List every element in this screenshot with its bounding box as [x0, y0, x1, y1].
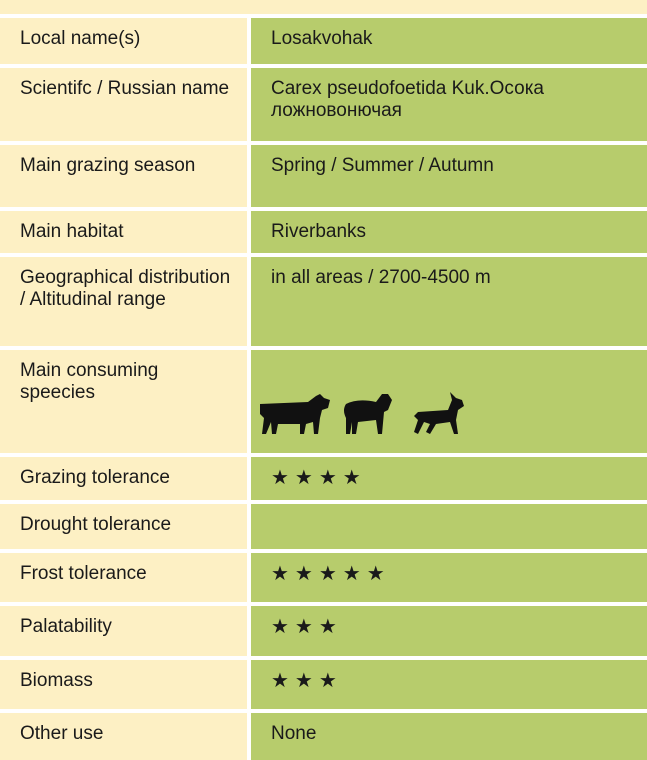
row-label: Frost tolerance: [0, 553, 247, 602]
row-label: Grazing tolerance: [0, 457, 247, 500]
sheep-icon: [344, 394, 392, 434]
row-value: ★★★: [251, 606, 647, 656]
cow-icon: [260, 394, 330, 434]
row-value: Riverbanks: [251, 211, 647, 253]
row-label: Drought tolerance: [0, 504, 247, 549]
row-label: Main habitat: [0, 211, 247, 253]
row-label: Main consuming speecies: [0, 350, 247, 453]
goat-icon: [414, 392, 464, 434]
row-label: Scientifc / Russian name: [0, 68, 247, 141]
row-value: [251, 504, 647, 549]
animal-icons: [260, 392, 464, 434]
row-value: in all areas / 2700-4500 m: [251, 257, 647, 346]
row-value: None: [251, 713, 647, 760]
row-value: ★★★★: [251, 457, 647, 500]
row-label: Local name(s): [0, 18, 247, 64]
row-value: ★★★★★: [251, 553, 647, 602]
row-label: Biomass: [0, 660, 247, 709]
row-label: Palatability: [0, 606, 247, 656]
row-value: Losakvohak: [251, 18, 647, 64]
top-band: [0, 0, 647, 14]
row-label: Other use: [0, 713, 247, 760]
row-label: Main grazing season: [0, 145, 247, 207]
row-label: Geographical distribution / Altitudinal …: [0, 257, 247, 346]
row-value: Spring / Summer / Autumn: [251, 145, 647, 207]
row-value: ★★★: [251, 660, 647, 709]
row-value: Carex pseudofoetida Kuk.Осока ложновонюч…: [251, 68, 647, 141]
